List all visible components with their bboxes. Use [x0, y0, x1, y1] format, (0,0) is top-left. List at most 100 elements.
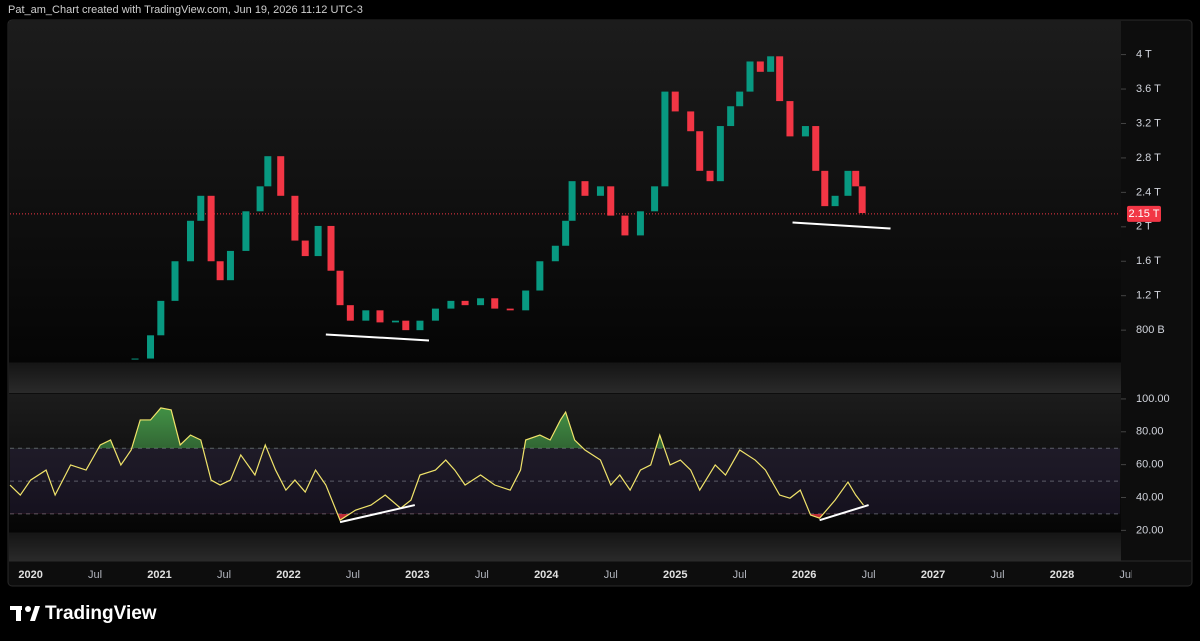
- price-pane: [9, 21, 1121, 362]
- candle: [402, 320, 410, 331]
- candle: [831, 195, 839, 207]
- y-tick-label: 20.00: [1136, 524, 1164, 536]
- candle: [506, 308, 514, 311]
- candle: [171, 261, 179, 301]
- candle: [568, 181, 576, 221]
- candle: [852, 170, 860, 187]
- candle: [477, 298, 485, 306]
- candle: [756, 61, 764, 72]
- candle: [362, 310, 370, 321]
- brand-logo: TradingView: [10, 603, 157, 624]
- candle: [327, 225, 335, 271]
- x-tick-label: Jul: [733, 569, 747, 581]
- candle: [207, 195, 215, 262]
- candle: [242, 211, 250, 251]
- candle: [157, 300, 165, 336]
- candle: [264, 156, 272, 187]
- y-tick-label: 4 T: [1136, 48, 1152, 60]
- price-label-box: [1127, 205, 1161, 222]
- y-tick-label: 100.00: [1136, 393, 1170, 405]
- candle: [277, 156, 285, 196]
- trendline: [339, 504, 416, 524]
- candle: [844, 170, 852, 196]
- candle: [661, 91, 669, 187]
- candle: [821, 170, 829, 207]
- candle: [812, 126, 820, 171]
- candle: [522, 290, 530, 311]
- y-tick-label: 3.6 T: [1136, 83, 1161, 95]
- candle: [746, 61, 754, 92]
- y-tick-label: 2.8 T: [1136, 152, 1161, 164]
- x-tick-label: 2025: [663, 569, 687, 581]
- candle: [131, 358, 139, 360]
- candle: [226, 250, 234, 281]
- x-tick-label: Jul: [346, 569, 360, 581]
- logo-part: [25, 606, 31, 612]
- price-label: 2.15 T: [1129, 208, 1160, 220]
- candle: [687, 111, 695, 132]
- rsi-line: [9, 407, 864, 522]
- candle: [314, 225, 322, 257]
- header: Pat_am_Chart created with TradingView.co…: [8, 4, 363, 16]
- candle: [147, 335, 155, 359]
- x-axis: 2020 Jul 2021 Jul 2022 Jul 2023 Jul 2024 Jul 2025 J…: [18, 569, 1133, 581]
- candle: [581, 181, 589, 196]
- x-tick-label: Jul: [862, 569, 876, 581]
- trendline: [819, 504, 869, 522]
- x-tick-label: 2026: [792, 569, 816, 581]
- candle: [736, 91, 744, 107]
- y-tick-label: 1.2 T: [1136, 290, 1161, 302]
- candle: [551, 245, 559, 262]
- x-tick-label: Jul: [1119, 569, 1133, 581]
- candle: [636, 211, 644, 236]
- candle: [431, 308, 439, 321]
- y-tick-label: 1.6 T: [1136, 255, 1161, 267]
- x-tick-label: Jul: [217, 569, 231, 581]
- candle: [786, 101, 794, 137]
- logo-part: [16, 606, 21, 621]
- trendline: [325, 333, 430, 342]
- candle: [256, 186, 264, 212]
- candle: [346, 305, 354, 321]
- candle: [461, 300, 469, 306]
- y-tick-label: 3.2 T: [1136, 117, 1161, 129]
- trendline: [792, 221, 891, 230]
- x-tick-label: 2021: [147, 569, 171, 581]
- candle: [376, 310, 384, 323]
- x-tick-label: 2022: [276, 569, 300, 581]
- candle: [416, 320, 424, 331]
- candle: [447, 300, 455, 309]
- candle: [336, 270, 344, 306]
- candle: [562, 220, 570, 246]
- candle: [727, 106, 735, 127]
- x-tick-label: Jul: [88, 569, 102, 581]
- x-tick-label: Jul: [990, 569, 1004, 581]
- candle: [216, 261, 224, 281]
- x-tick-label: Jul: [604, 569, 618, 581]
- y-tick-label: 80.00: [1136, 426, 1164, 438]
- y-tick-label: 2.4 T: [1136, 186, 1161, 198]
- candle: [651, 186, 659, 212]
- x-tick-label: 2027: [921, 569, 945, 581]
- candle: [716, 126, 724, 182]
- y-tick-label: 800 B: [1136, 324, 1165, 336]
- candle: [671, 91, 679, 112]
- logo-part: [30, 606, 40, 621]
- y-tick-label: 60.00: [1136, 459, 1164, 471]
- candle: [536, 261, 544, 291]
- candle: [491, 298, 499, 309]
- candle: [767, 56, 775, 72]
- candle: [858, 186, 866, 214]
- candle: [391, 320, 399, 323]
- x-tick-label: Jul: [475, 569, 489, 581]
- candle: [696, 131, 704, 171]
- y-tick-label: 40.00: [1136, 491, 1164, 503]
- candle: [776, 56, 784, 102]
- candle: [301, 240, 309, 257]
- brand: TradingView: [45, 603, 157, 624]
- separator: [9, 533, 1121, 561]
- candle: [197, 195, 205, 221]
- candle: [607, 186, 615, 216]
- x-tick-label: 2020: [18, 569, 42, 581]
